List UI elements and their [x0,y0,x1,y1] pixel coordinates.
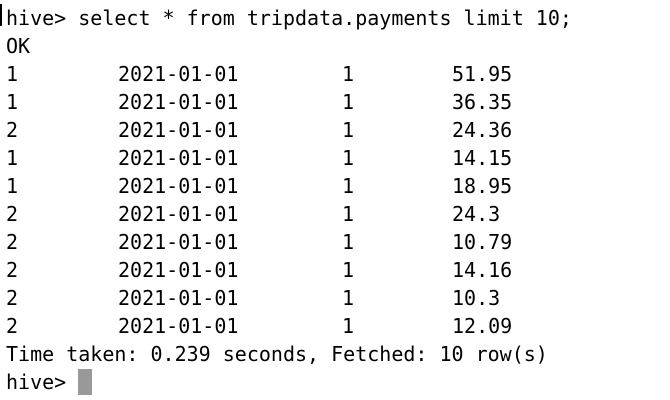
cell-type: 1 [342,258,355,282]
cell-amount: 24.36 [452,118,513,142]
cell-id: 2 [6,202,19,226]
cell-type: 1 [342,174,355,198]
cell-id: 2 [6,286,19,310]
cell-id: 2 [6,230,19,254]
cell-type: 1 [342,146,355,170]
cell-id: 1 [6,174,19,198]
cell-date: 2021-01-01 [118,314,239,338]
table-row: 1 2021-01-01 1 18.95 [0,172,670,200]
cell-id: 1 [6,90,19,114]
cell-amount: 24.3 [452,202,501,226]
cell-amount: 14.16 [452,258,513,282]
active-prompt[interactable]: hive> [6,368,93,396]
cell-amount: 36.35 [452,90,513,114]
cell-amount: 51.95 [452,62,513,86]
command-line: hive> select * from tripdata.payments li… [6,6,572,30]
cell-type: 1 [342,118,355,142]
cell-type: 1 [342,286,355,310]
summary-line: Time taken: 0.239 seconds, Fetched: 10 r… [6,342,548,366]
cell-date: 2021-01-01 [118,202,239,226]
prompt-text: hive> [6,370,79,394]
cell-amount: 12.09 [452,314,513,338]
cell-type: 1 [342,314,355,338]
cell-date: 2021-01-01 [118,90,239,114]
block-cursor [78,369,93,395]
status-line: OK [6,34,31,58]
table-row: 2 2021-01-01 1 10.3 [0,284,670,312]
cell-date: 2021-01-01 [118,230,239,254]
cell-date: 2021-01-01 [118,146,239,170]
table-row: 1 2021-01-01 1 14.15 [0,144,670,172]
table-row: 2 2021-01-01 1 24.3 [0,200,670,228]
cell-type: 1 [342,62,355,86]
cell-date: 2021-01-01 [118,258,239,282]
cell-id: 2 [6,314,19,338]
table-row: 2 2021-01-01 1 12.09 [0,312,670,340]
table-row: 1 2021-01-01 1 51.95 [0,60,670,88]
cell-amount: 10.79 [452,230,513,254]
cell-type: 1 [342,230,355,254]
table-row: 1 2021-01-01 1 36.35 [0,88,670,116]
cell-id: 2 [6,258,19,282]
cell-id: 1 [6,62,19,86]
cell-date: 2021-01-01 [118,286,239,310]
text-insertion-bar [0,4,2,26]
cell-type: 1 [342,90,355,114]
cell-date: 2021-01-01 [118,118,239,142]
cell-date: 2021-01-01 [118,174,239,198]
cell-type: 1 [342,202,355,226]
table-row: 2 2021-01-01 1 10.79 [0,228,670,256]
cell-amount: 14.15 [452,146,513,170]
cell-id: 1 [6,146,19,170]
cell-amount: 10.3 [452,286,501,310]
table-row: 2 2021-01-01 1 14.16 [0,256,670,284]
cell-amount: 18.95 [452,174,513,198]
cell-id: 2 [6,118,19,142]
cell-date: 2021-01-01 [118,62,239,86]
table-row: 2 2021-01-01 1 24.36 [0,116,670,144]
